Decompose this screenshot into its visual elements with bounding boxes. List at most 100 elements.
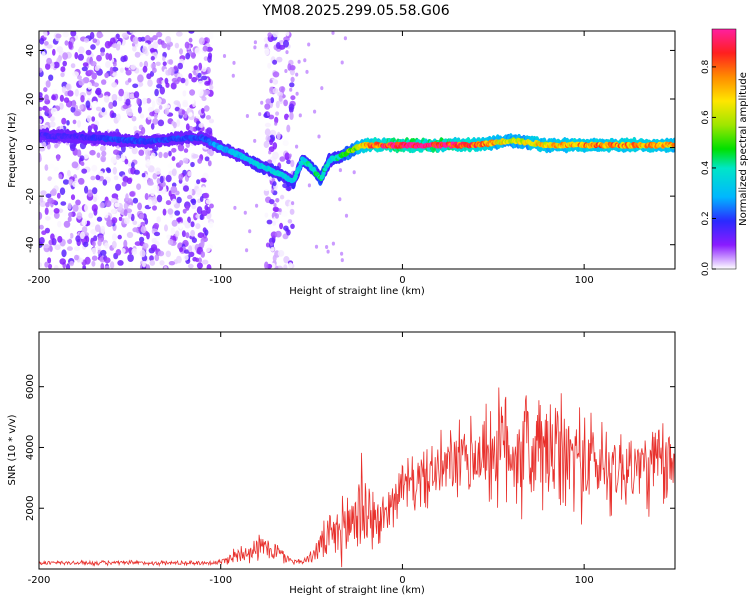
spectrogram-noise-cell: [343, 36, 347, 41]
spectrogram-noise-cell: [289, 82, 295, 88]
spectrogram-noise-cell: [352, 170, 356, 175]
spectrogram-noise-cell: [96, 54, 102, 62]
spectrogram-noise-cell: [54, 264, 59, 269]
spectrogram-noise-cell: [120, 56, 127, 63]
spectrogram-noise-cell: [156, 77, 163, 85]
spectrogram-noise-cell: [205, 115, 211, 120]
spectrogram-noise-cell: [62, 179, 70, 185]
spectrogram-noise-cell: [43, 243, 50, 249]
spectrogram-noise-cell: [131, 116, 137, 122]
spectrogram-noise-cell: [269, 138, 274, 146]
spectrogram-noise-cell: [56, 192, 61, 199]
spectrogram-noise-cell: [150, 152, 156, 159]
spectrogram-frame: [38, 30, 676, 270]
spectrogram-noise-cell: [182, 101, 189, 108]
spectrogram-x-label: Height of straight line (km): [289, 286, 425, 297]
spectrogram-noise-cell: [75, 199, 81, 206]
spectrogram-noise-cell: [100, 249, 107, 256]
spectrogram-noise-cell: [111, 208, 116, 214]
spectrogram-noise-cell: [84, 204, 90, 212]
spectrogram-noise-cell: [96, 216, 103, 222]
spectrogram-noise-cell: [130, 64, 137, 70]
spectrogram-noise-cell: [70, 63, 76, 69]
spectrogram-noise-cell: [67, 238, 73, 245]
spectrogram-noise-cell: [286, 229, 291, 236]
spectrogram-noise-cell: [106, 168, 112, 174]
spectrogram-noise-cell: [195, 223, 201, 230]
y-tick-label: 6000: [25, 374, 36, 399]
spectrogram-noise-cell: [203, 105, 210, 112]
spectrogram-noise-cell: [133, 91, 140, 99]
spectrogram-noise-cell: [190, 52, 196, 59]
x-tick-label: -200: [28, 575, 51, 586]
spectrogram-noise-cell: [197, 88, 204, 97]
spectrogram-noise-cell: [112, 100, 118, 107]
spectrogram-noise-cell: [298, 113, 302, 118]
spectrogram-noise-cell: [39, 237, 45, 245]
spectrogram-noise-cell: [161, 42, 168, 49]
spectrogram-noise-cell: [255, 203, 259, 208]
spectrogram-noise-cell: [195, 257, 199, 263]
ridge-core-cell: [672, 143, 675, 148]
spectrogram-noise-cell: [123, 217, 130, 225]
spectrogram-noise-cell: [62, 210, 68, 217]
ridge-core-cell: [321, 171, 326, 176]
spectrogram-noise-cell: [127, 112, 134, 117]
spectrogram-noise-cell: [100, 47, 106, 54]
spectrogram-noise-cell: [109, 261, 115, 269]
spectrogram-noise-cell: [173, 100, 181, 106]
spectrogram-noise-cell: [150, 123, 155, 130]
spectrogram-noise-cell: [286, 124, 291, 133]
spectrogram-noise-cell: [88, 212, 94, 219]
spectrogram-noise-cell: [153, 184, 160, 192]
spectrogram-noise-cell: [181, 230, 186, 238]
spectrogram-noise-cell: [101, 150, 107, 157]
spectrogram-noise-cell: [269, 242, 274, 246]
spectrogram-noise-cell: [87, 69, 94, 75]
spectrogram-noise-cell: [43, 87, 48, 93]
spectrogram-noise-cell: [118, 216, 123, 222]
spectrogram-noise-cell: [189, 89, 196, 96]
spectrogram-noise-cell: [41, 51, 46, 58]
spectrogram-noise-cell: [200, 251, 205, 258]
spectrogram-noise-cell: [187, 216, 191, 224]
spectrogram-noise-cell: [289, 112, 294, 120]
spectrogram-noise-cell: [112, 166, 118, 175]
spectrogram-noise-cell: [313, 109, 317, 114]
spectrogram-noise-cell: [142, 97, 148, 105]
spectrogram-noise-cell: [119, 67, 124, 73]
spectrogram-noise-cell: [200, 210, 208, 217]
spectrogram-noise-cell: [191, 76, 198, 83]
spectrogram-noise-cell: [307, 183, 311, 188]
spectrogram-noise-cell: [307, 42, 311, 47]
spectrogram-noise-cell: [174, 42, 180, 49]
spectrogram-noise-cell: [145, 98, 152, 104]
spectrogram-noise-cell: [127, 211, 132, 219]
spectrogram-noise-cell: [183, 185, 189, 192]
spectrogram-noise-cell: [40, 190, 47, 196]
spectrogram-noise-cell: [283, 39, 289, 48]
spectrogram-noise-cell: [147, 115, 152, 120]
spectrogram-noise-cell: [47, 197, 54, 204]
spectrogram-noise-cell: [176, 217, 182, 223]
spectrogram-noise-cell: [77, 53, 84, 61]
spectrogram-noise-cell: [123, 91, 130, 100]
spectrogram-noise-cell: [164, 104, 171, 109]
spectrogram-noise-cell: [185, 232, 190, 239]
spectrogram-noise-cell: [157, 250, 165, 257]
spectrogram-noise-cell: [156, 31, 163, 38]
spectrogram-noise-cell: [69, 141, 77, 149]
spectrogram-noise-cell: [283, 264, 288, 269]
spectrogram-noise-cell: [177, 144, 185, 152]
spectrogram-noise-cell: [44, 261, 49, 268]
spectrogram-noise-cell: [168, 261, 176, 266]
spectrogram-noise-cell: [53, 208, 60, 214]
spectrogram-noise-cell: [305, 69, 309, 74]
spectrogram-noise-cell: [76, 211, 83, 220]
spectrogram-noise-cell: [71, 99, 77, 108]
spectrogram-noise-cell: [68, 41, 73, 50]
spectrogram-noise-cell: [60, 72, 65, 78]
spectrogram-noise-cell: [104, 257, 111, 264]
spectrogram-noise-cell: [65, 263, 71, 269]
spectrogram-noise-cell: [86, 220, 91, 226]
